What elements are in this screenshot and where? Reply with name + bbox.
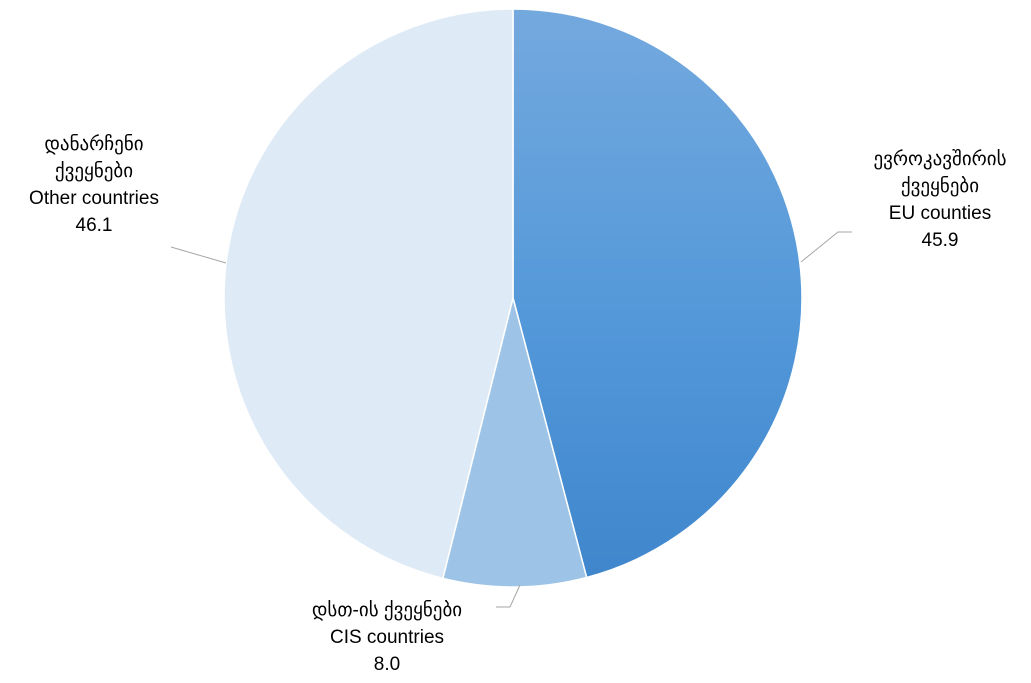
label-en-other: Other countries (29, 188, 159, 209)
leader-line-other (170, 246, 227, 264)
data-labels: ევროკავშირის ქვეყნები EU counties 45.9 დსთ-ი… (29, 133, 1007, 675)
label-ka-eu-line-1: ევროკავშირის (873, 148, 1006, 170)
value-label-cis: 8.0 (374, 654, 400, 675)
value-label-other: 46.1 (76, 215, 113, 236)
data-label-eu: ევროკავშირის ქვეყნები EU counties 45.9 (873, 148, 1006, 251)
label-ka-other-line-1: დანარჩენი (44, 133, 143, 155)
value-label-eu: 45.9 (922, 230, 959, 251)
label-en-eu: EU counties (889, 203, 991, 224)
label-ka-cis-line-1: დსთ-ის ქვეყნები (312, 599, 462, 621)
data-label-other: დანარჩენი ქვეყნები Other countries 46.1 (29, 133, 159, 236)
label-en-cis: CIS countries (330, 627, 444, 648)
label-ka-eu-line-2: ქვეყნები (901, 175, 979, 197)
leader-lines (170, 231, 852, 608)
data-label-cis: დსთ-ის ქვეყნები CIS countries 8.0 (312, 599, 462, 675)
pie-slices (223, 8, 803, 588)
pie-slice-cis (441, 297, 588, 588)
leader-line-cis (496, 584, 521, 608)
pie-slice-eu (512, 8, 803, 579)
pie-slice-other (223, 8, 514, 580)
label-ka-other-line-2: ქვეყნები (55, 160, 133, 182)
leader-line-eu (800, 231, 852, 263)
